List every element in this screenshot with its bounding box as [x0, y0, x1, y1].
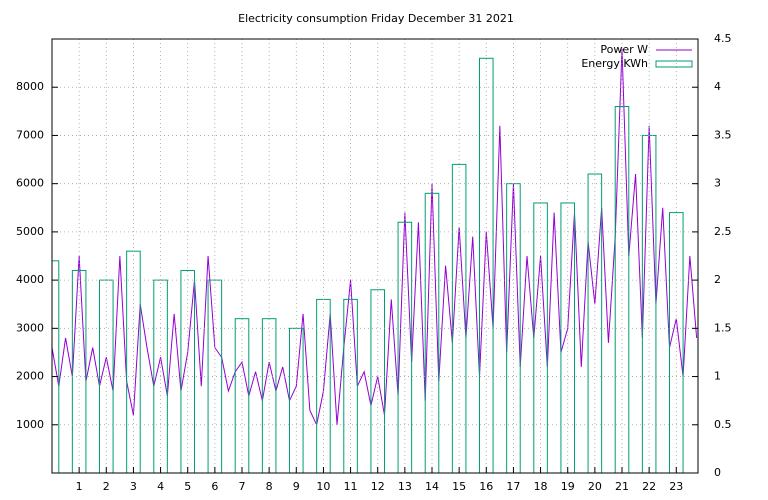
power-line — [52, 48, 698, 427]
energy-box — [451, 163, 467, 473]
energy-box — [641, 134, 657, 473]
x-tick-label: 10 — [316, 480, 330, 493]
energy-box — [71, 269, 87, 473]
energy-box — [669, 212, 684, 473]
x-tick-label: 3 — [130, 480, 137, 493]
y-tick-label: 1000 — [16, 418, 44, 431]
legend-swatch — [655, 60, 693, 68]
chart-title: Electricity consumption Friday December … — [238, 12, 514, 25]
x-tick-label: 23 — [669, 480, 683, 493]
x-tick-label: 21 — [615, 480, 629, 493]
x-tick-label: 8 — [266, 480, 273, 493]
x-tick-label: 19 — [561, 480, 575, 493]
energy-box — [207, 279, 223, 473]
y2-tick-label: 4.5 — [714, 32, 732, 45]
x-tick-label: 4 — [157, 480, 164, 493]
x-tick-label: 6 — [211, 480, 218, 493]
y-tick-label: 2000 — [16, 370, 44, 383]
plot-area — [52, 48, 698, 473]
energy-box — [479, 57, 494, 473]
energy-box — [614, 106, 630, 473]
x-tick-label: 14 — [425, 480, 439, 493]
plot-border — [51, 38, 699, 474]
x-tick-label: 1 — [76, 480, 83, 493]
y-tick-label: 8000 — [16, 80, 44, 93]
x-tick-label: 12 — [371, 480, 385, 493]
x-tick-label: 20 — [588, 480, 602, 493]
x-tick-label: 11 — [344, 480, 358, 493]
energy-box — [261, 318, 277, 473]
y-tick-label: 4000 — [16, 273, 44, 286]
x-tick-label: 18 — [534, 480, 548, 493]
energy-box — [180, 269, 196, 473]
y2-tick-label: 4 — [714, 80, 721, 93]
y2-tick-label: 2 — [714, 273, 721, 286]
legend-label: Energy KWh — [581, 57, 648, 70]
x-tick-label: 17 — [506, 480, 520, 493]
x-tick-label: 13 — [398, 480, 412, 493]
y2-tick-label: 1.5 — [714, 321, 732, 334]
x-tick-label: 2 — [103, 480, 110, 493]
energy-box — [397, 221, 413, 473]
y2-tick-label: 1 — [714, 370, 721, 383]
x-tick-label: 9 — [293, 480, 300, 493]
x-tick-label: 16 — [479, 480, 493, 493]
x-tick-label: 15 — [452, 480, 466, 493]
y-tick-label: 6000 — [16, 177, 44, 190]
y-tick-label: 5000 — [16, 225, 44, 238]
legend-label: Power W — [600, 43, 648, 56]
x-tick-label: 22 — [642, 480, 656, 493]
y2-tick-label: 0.5 — [714, 418, 732, 431]
y2-tick-label: 3 — [714, 177, 721, 190]
x-tick-label: 7 — [239, 480, 246, 493]
y-tick-label: 3000 — [16, 321, 44, 334]
energy-box — [424, 192, 440, 473]
energy-box — [234, 318, 250, 473]
y2-tick-label: 2.5 — [714, 225, 732, 238]
y2-tick-label: 3.5 — [714, 128, 732, 141]
y2-tick-label: 0 — [714, 466, 721, 479]
x-tick-label: 5 — [184, 480, 191, 493]
y-tick-label: 7000 — [16, 128, 44, 141]
energy-box — [99, 279, 114, 473]
energy-box — [370, 289, 385, 473]
energy-box — [587, 173, 603, 473]
